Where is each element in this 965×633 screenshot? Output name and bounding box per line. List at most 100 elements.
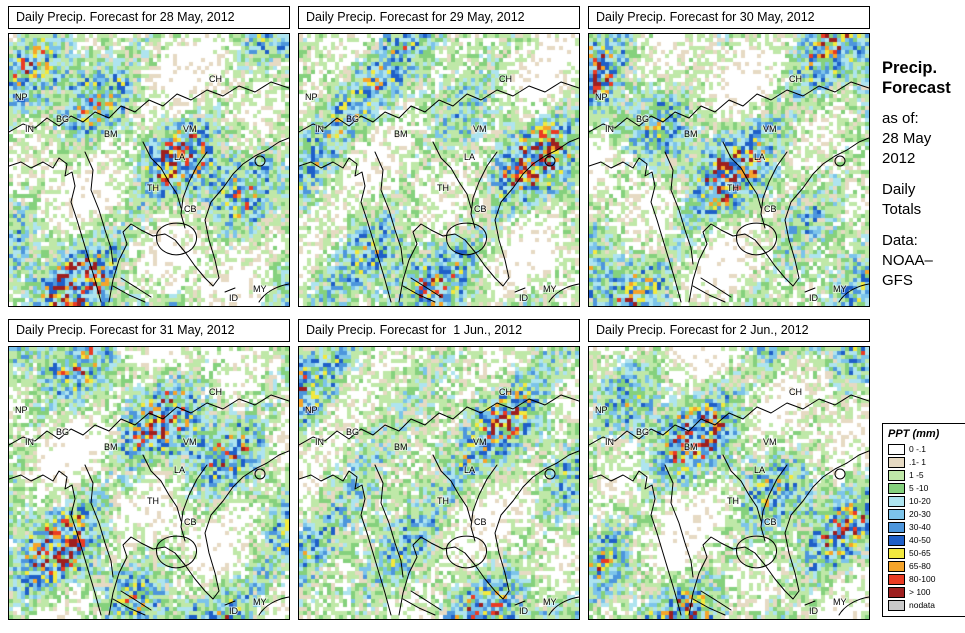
region-label-in: IN (315, 124, 324, 134)
region-label-la: LA (174, 152, 185, 162)
region-label-bm: BM (394, 442, 408, 452)
legend-label: 10-20 (909, 496, 931, 506)
forecast-panel-5: Daily Precip. Forecast for 1 Jun., 2012 … (298, 319, 580, 620)
region-label-cb: CB (764, 204, 777, 214)
region-label-id: ID (229, 606, 239, 616)
sidebar-spacer (882, 169, 964, 180)
region-label-th: TH (437, 183, 449, 193)
region-label-my: MY (833, 597, 847, 607)
legend-swatch (888, 509, 905, 520)
forecast-panel-3: Daily Precip. Forecast for 30 May, 2012 … (588, 6, 870, 307)
legend-row: 1 -5 (888, 469, 962, 482)
region-label-my: MY (543, 284, 557, 294)
region-label-my: MY (833, 284, 847, 294)
region-label-ch: CH (789, 74, 802, 84)
sidebar-text: Precip. Forecast as of: 28 May 2012 Daily Tota… (882, 58, 964, 291)
legend-label: 20-30 (909, 509, 931, 519)
region-label-vm: VM (473, 437, 487, 447)
region-label-cb: CB (764, 517, 777, 527)
region-label-cb: CB (474, 517, 487, 527)
legend-row: > 100 (888, 586, 962, 599)
legend-swatch (888, 457, 905, 468)
region-label-cb: CB (474, 204, 487, 214)
legend-label: 0 -.1 (909, 444, 927, 454)
region-label-la: LA (174, 465, 185, 475)
region-label-np: NP (15, 405, 28, 415)
legend-label: 5 -10 (909, 483, 929, 493)
precip-map: NP IN BG CH BM VM LA TH CB MY ID (298, 33, 580, 307)
region-label-th: TH (727, 496, 739, 506)
region-label-bm: BM (684, 442, 698, 452)
map-overlay: NP IN BG CH BM VM LA TH CB MY ID (9, 386, 289, 617)
forecast-panel-4: Daily Precip. Forecast for 31 May, 2012 … (8, 319, 290, 620)
sidebar-line: 28 May (882, 130, 932, 147)
map-overlay: NP IN BG CH BM VM LA TH CB MY ID (299, 386, 579, 617)
legend-row: 10-20 (888, 495, 962, 508)
region-label-bm: BM (104, 442, 118, 452)
region-label-np: NP (595, 405, 608, 415)
panel-title: Daily Precip. Forecast for 30 May, 2012 (588, 6, 870, 29)
region-label-bg: BG (346, 427, 359, 437)
region-label-bg: BG (56, 114, 69, 124)
legend-swatch (888, 587, 905, 598)
legend-label: 50-65 (909, 548, 931, 558)
region-label-id: ID (229, 293, 239, 303)
panel-title: Daily Precip. Forecast for 29 May, 2012 (298, 6, 580, 29)
map-overlay: NP IN BG CH BM VM LA TH CB MY ID (589, 386, 869, 617)
region-label-la: LA (464, 152, 475, 162)
panel-title: Daily Precip. Forecast for 1 Jun., 2012 (298, 319, 580, 342)
region-label-bg: BG (636, 114, 649, 124)
forecast-panel-1: Daily Precip. Forecast for 28 May, 2012 … (8, 6, 290, 307)
legend-label: 80-100 (909, 574, 936, 584)
region-label-cb: CB (184, 204, 197, 214)
legend-row: .1- 1 (888, 456, 962, 469)
panel-title: Daily Precip. Forecast for 31 May, 2012 (8, 319, 290, 342)
region-label-my: MY (543, 597, 557, 607)
region-label-np: NP (15, 92, 28, 102)
precip-raster (299, 347, 579, 619)
legend-swatch (888, 470, 905, 481)
legend-row: 20-30 (888, 508, 962, 521)
legend-swatch (888, 574, 905, 585)
precip-raster (9, 347, 289, 619)
precip-raster (299, 34, 579, 306)
legend-row: 30-40 (888, 521, 962, 534)
region-label-bg: BG (56, 427, 69, 437)
region-label-id: ID (519, 606, 529, 616)
sidebar-line: Daily (882, 181, 916, 198)
region-label-th: TH (147, 183, 159, 193)
region-label-vm: VM (763, 437, 777, 447)
legend-swatch (888, 522, 905, 533)
region-label-vm: VM (763, 124, 777, 134)
region-label-la: LA (754, 152, 765, 162)
legend-label: 65-80 (909, 561, 931, 571)
panel-title: Daily Precip. Forecast for 2 Jun., 2012 (588, 319, 870, 342)
map-overlay: NP IN BG CH BM VM LA TH CB MY ID (299, 73, 579, 304)
region-label-in: IN (25, 124, 34, 134)
legend-swatch (888, 600, 905, 611)
map-overlay: NP IN BG CH BM VM LA TH CB MY ID (9, 73, 289, 304)
legend-label: 30-40 (909, 522, 931, 532)
region-label-in: IN (315, 437, 324, 447)
legend: PPT (mm) 0 -.1 .1- 1 1 -5 5 -10 10-20 20-30 30… (882, 423, 965, 617)
region-label-my: MY (253, 284, 267, 294)
region-label-bg: BG (346, 114, 359, 124)
precip-map: NP IN BG CH BM VM LA TH CB MY ID (8, 346, 290, 620)
legend-row: nodata (888, 599, 962, 612)
region-label-np: NP (595, 92, 608, 102)
region-label-id: ID (809, 606, 819, 616)
legend-label: .1- 1 (909, 457, 927, 467)
legend-swatch (888, 561, 905, 572)
legend-label: 40-50 (909, 535, 931, 545)
region-label-th: TH (437, 496, 449, 506)
sidebar-line: NOAA– (882, 252, 933, 269)
legend-swatch (888, 483, 905, 494)
region-label-ch: CH (499, 74, 512, 84)
sidebar-line: as of: (882, 110, 919, 127)
sidebar-line: GFS (882, 272, 913, 289)
forecast-panel-2: Daily Precip. Forecast for 29 May, 2012 … (298, 6, 580, 307)
sidebar-spacer (882, 98, 964, 109)
region-label-bm: BM (684, 129, 698, 139)
sidebar-spacer (882, 220, 964, 231)
precip-raster (589, 34, 869, 306)
